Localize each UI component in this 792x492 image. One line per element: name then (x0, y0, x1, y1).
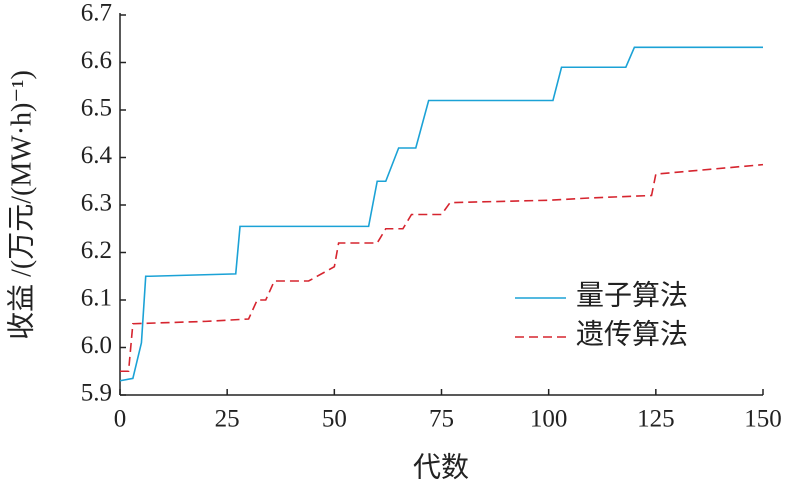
y-tick-label: 6.1 (81, 285, 112, 312)
series-line (120, 163, 764, 373)
y-tick-label: 6.7 (81, 0, 112, 27)
y-tick-label: 6.5 (81, 95, 112, 122)
legend-label: 量子算法 (576, 279, 688, 311)
legend-label: 遗传算法 (576, 318, 688, 350)
x-tick-label: 75 (429, 406, 454, 433)
y-axis-label: 收益 /(万元/(MW·h)⁻¹) (5, 70, 37, 340)
x-tick-label: 125 (637, 406, 675, 433)
y-tick-label: 6.0 (81, 332, 112, 359)
x-tick-label: 25 (215, 406, 240, 433)
y-tick-label: 6.3 (81, 190, 112, 217)
y-tick-label: 5.9 (81, 380, 112, 407)
x-tick-label: 100 (530, 406, 568, 433)
series-line (119, 46, 763, 382)
y-tick-label: 6.2 (81, 237, 112, 264)
y-tick-label: 6.4 (81, 142, 113, 169)
x-tick-label: 150 (744, 406, 782, 433)
y-tick-label: 6.6 (81, 47, 112, 74)
x-tick-label: 50 (322, 406, 347, 433)
x-tick-label: 0 (114, 406, 127, 433)
x-axis-label: 代数 (413, 451, 469, 483)
